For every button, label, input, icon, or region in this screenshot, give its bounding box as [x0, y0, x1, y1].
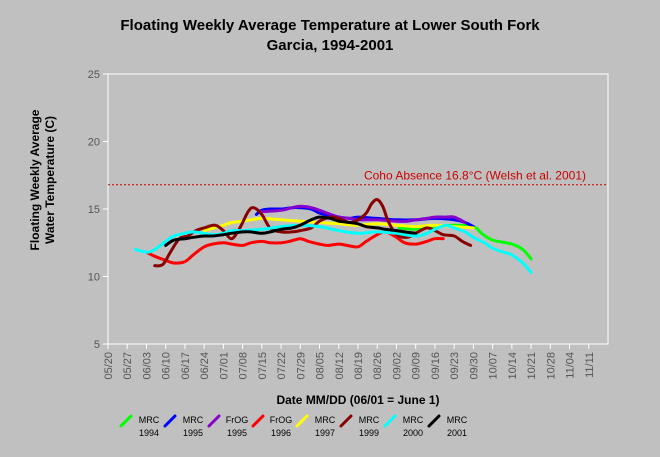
series-line-mrc-2000: [134, 223, 533, 274]
legend-label-year: 1999: [359, 428, 379, 438]
x-axis-title: Date MM/DD (06/01 = June 1): [276, 393, 439, 407]
coho-absence-label: Coho Absence 16.8°C (Welsh et al. 2001): [364, 169, 586, 183]
y-tick-label: 10: [88, 272, 100, 284]
y-axis-title-line1: Floating Weekly Average: [28, 109, 42, 250]
x-tick-label: 09/09: [411, 352, 423, 380]
series-layer: [134, 198, 533, 274]
legend-label-year: 2001: [447, 428, 467, 438]
x-tick-label: 09/02: [391, 352, 403, 380]
x-tick-label: 07/29: [295, 352, 307, 380]
legend-label-year: 1995: [227, 428, 247, 438]
x-tick-label: 07/15: [257, 352, 269, 380]
x-tick-label: 06/24: [199, 352, 211, 380]
y-tick-label: 15: [88, 204, 100, 216]
legend-label-source: MRC: [183, 415, 204, 425]
legend-swatch: [295, 414, 309, 428]
x-tick-label: 08/19: [353, 352, 365, 380]
x-tick-label: 11/11: [584, 352, 596, 378]
legend: MRC 1994 MRC 1995 FrOG 1995 FrOG 1996 MRC 1997 MRC…: [119, 414, 468, 438]
legend-swatch: [119, 414, 133, 428]
legend-swatch: [383, 414, 397, 428]
x-tick-label: 07/22: [276, 352, 288, 380]
x-tick-label: 09/23: [449, 352, 461, 380]
x-tick-label: 10/14: [507, 352, 519, 380]
legend-swatch: [339, 414, 353, 428]
x-tick-label: 10/21: [526, 352, 538, 380]
x-tick-label: 10/07: [488, 352, 500, 380]
legend-swatch: [207, 414, 221, 428]
x-axis-ticks: 05/20 05/27 06/03 06/10 06/17 06/24 07/01 07/08…: [103, 344, 596, 380]
x-tick-label: 08/12: [334, 352, 346, 380]
legend-label-year: 1996: [271, 428, 291, 438]
series-line-mrc-2001: [164, 215, 418, 247]
chart-title-line1: Floating Weekly Average Temperature at L…: [120, 17, 540, 34]
legend-label-source: MRC: [315, 415, 336, 425]
legend-label-source: MRC: [139, 415, 160, 425]
legend-label-year: 1995: [183, 428, 203, 438]
y-axis-ticks: 5 10 15 20 25: [88, 69, 108, 351]
legend-label-source: MRC: [403, 415, 424, 425]
legend-label-year: 2000: [403, 428, 423, 438]
legend-swatch: [251, 414, 265, 428]
chart-title-line2: Garcia, 1994-2001: [267, 37, 394, 54]
x-tick-label: 08/05: [315, 352, 327, 380]
x-tick-label: 05/27: [122, 352, 134, 380]
legend-label-year: 1997: [315, 428, 335, 438]
x-tick-label: 06/10: [161, 352, 173, 380]
y-axis-title-line2: Water Temperature (C): [43, 116, 57, 244]
x-tick-label: 06/03: [141, 352, 153, 380]
series-line-frog-1996: [145, 230, 445, 265]
x-tick-label: 05/20: [103, 352, 115, 380]
y-tick-label: 20: [88, 137, 100, 149]
legend-label-source: FrOG: [226, 415, 249, 425]
x-tick-label: 11/04: [565, 352, 577, 379]
y-tick-label: 5: [94, 339, 100, 351]
x-tick-label: 08/26: [372, 352, 384, 380]
legend-label-source: MRC: [359, 415, 380, 425]
legend-label-source: MRC: [447, 415, 468, 425]
x-tick-label: 07/01: [218, 352, 230, 380]
x-tick-label: 07/08: [238, 352, 250, 380]
y-axis-title: Floating Weekly Average Water Temperatur…: [28, 109, 57, 250]
legend-swatch: [427, 414, 441, 428]
legend-label-year: 1994: [139, 428, 159, 438]
plot-area: [107, 73, 609, 345]
x-tick-label: 09/30: [468, 352, 480, 380]
legend-label-source: FrOG: [270, 415, 293, 425]
legend-swatch: [163, 414, 177, 428]
x-tick-label: 10/28: [545, 352, 557, 380]
x-tick-label: 06/17: [180, 352, 192, 380]
x-tick-label: 09/16: [430, 352, 442, 380]
y-tick-label: 25: [88, 69, 100, 81]
